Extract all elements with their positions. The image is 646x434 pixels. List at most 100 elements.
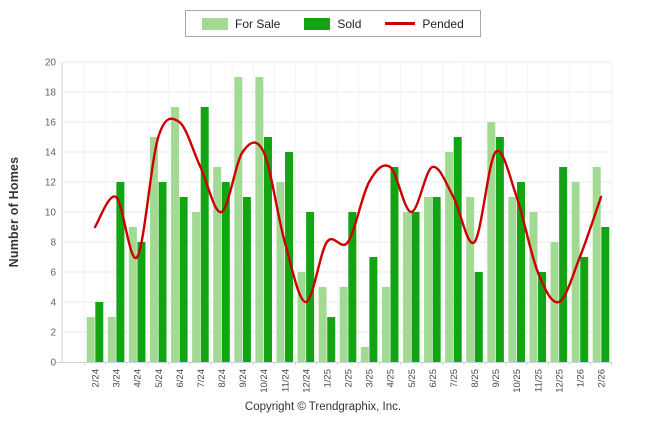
x-tick-1/26: 1/26 bbox=[575, 369, 586, 388]
sold-bar-12/24 bbox=[306, 212, 315, 362]
for-sale-bar-1/26 bbox=[571, 182, 580, 362]
for-sale-bar-12/24 bbox=[297, 272, 306, 362]
for-sale-bar-5/25 bbox=[402, 212, 411, 362]
sold-bar-1/26 bbox=[580, 257, 589, 362]
sold-bar-4/24 bbox=[137, 242, 146, 362]
sold-bar-12/25 bbox=[559, 167, 568, 362]
x-tick-3/25: 3/25 bbox=[365, 369, 376, 388]
sold-bar-5/25 bbox=[411, 212, 420, 362]
sold-swatch-icon bbox=[304, 17, 331, 30]
y-tick-12: 12 bbox=[45, 178, 57, 189]
x-tick-4/25: 4/25 bbox=[386, 369, 397, 388]
legend-item-sold: Sold bbox=[304, 17, 361, 31]
x-tick-5/24: 5/24 bbox=[154, 369, 165, 388]
y-tick-8: 8 bbox=[50, 238, 56, 249]
sold-bar-6/25 bbox=[432, 197, 441, 362]
sold-bar-2/26 bbox=[601, 227, 610, 362]
for-sale-bar-2/25 bbox=[339, 287, 348, 362]
legend-item-for-sale: For Sale bbox=[202, 17, 280, 31]
x-tick-7/25: 7/25 bbox=[449, 369, 460, 388]
sold-bar-1/25 bbox=[327, 317, 336, 362]
sold-bar-9/24 bbox=[242, 197, 251, 362]
y-tick-16: 16 bbox=[45, 118, 57, 129]
for-sale-bar-2/26 bbox=[592, 167, 601, 362]
for-sale-bar-1/25 bbox=[318, 287, 327, 362]
x-tick-8/24: 8/24 bbox=[217, 369, 228, 388]
for-sale-bar-11/25 bbox=[529, 212, 538, 362]
for-sale-bar-10/25 bbox=[508, 197, 517, 362]
sold-bar-7/24 bbox=[200, 107, 209, 362]
y-tick-10: 10 bbox=[45, 208, 57, 219]
y-tick-4: 4 bbox=[50, 298, 56, 309]
for-sale-bar-5/24 bbox=[149, 137, 158, 362]
x-tick-2/26: 2/26 bbox=[597, 369, 608, 388]
for-sale-bar-9/24 bbox=[234, 77, 243, 362]
x-tick-9/24: 9/24 bbox=[238, 369, 249, 388]
for-sale-bar-7/25 bbox=[445, 152, 454, 362]
x-tick-9/25: 9/25 bbox=[491, 369, 502, 388]
for-sale-bar-4/24 bbox=[128, 227, 137, 362]
copyright-text: Copyright © Trendgraphix, Inc. bbox=[244, 401, 402, 413]
y-tick-0: 0 bbox=[50, 358, 56, 369]
for-sale-bar-3/25 bbox=[360, 347, 369, 362]
x-tick-4/24: 4/24 bbox=[133, 369, 144, 388]
for-sale-swatch-icon bbox=[202, 17, 228, 30]
axes bbox=[56, 62, 613, 365]
sold-bar-4/25 bbox=[390, 167, 399, 362]
for-sale-bar-3/24 bbox=[107, 317, 116, 362]
x-tick-1/25: 1/25 bbox=[322, 369, 333, 388]
x-tick-2/25: 2/25 bbox=[344, 369, 355, 388]
x-tick-11/24: 11/24 bbox=[280, 369, 291, 392]
y-tick-14: 14 bbox=[45, 148, 57, 159]
legend-label-for-sale: For Sale bbox=[235, 16, 281, 31]
sold-bar-9/25 bbox=[495, 137, 504, 362]
for-sale-bar-2/24 bbox=[86, 317, 95, 362]
x-tick-6/24: 6/24 bbox=[175, 369, 186, 388]
x-tick-12/24: 12/24 bbox=[301, 369, 312, 393]
for-sale-bar-4/25 bbox=[381, 287, 390, 362]
x-tick-12/25: 12/25 bbox=[554, 369, 565, 393]
sold-bar-2/24 bbox=[95, 302, 104, 362]
for-sale-bar-6/25 bbox=[424, 197, 433, 362]
x-tick-8/25: 8/25 bbox=[470, 369, 481, 388]
sold-bar-5/24 bbox=[158, 182, 167, 362]
x-tick-7/24: 7/24 bbox=[196, 369, 207, 388]
y-tick-2: 2 bbox=[50, 328, 56, 339]
for-sale-bar-6/24 bbox=[171, 107, 180, 362]
x-tick-10/24: 10/24 bbox=[259, 369, 270, 393]
sold-bar-11/25 bbox=[538, 272, 547, 362]
for-sale-bar-11/24 bbox=[276, 182, 285, 362]
sold-bar-7/25 bbox=[453, 137, 462, 362]
chart-legend: For Sale Sold Pended bbox=[185, 10, 481, 37]
x-tick-6/25: 6/25 bbox=[428, 369, 439, 388]
sold-bar-6/24 bbox=[179, 197, 188, 362]
for-sale-bar-7/24 bbox=[192, 212, 201, 362]
x-tick-11/25: 11/25 bbox=[533, 369, 544, 392]
sold-bar-8/25 bbox=[474, 272, 483, 362]
y-axis-tick-labels: 0 2 4 6 8 10 12 14 16 18 20 bbox=[45, 58, 57, 369]
for-sale-bar-10/24 bbox=[255, 77, 264, 362]
y-tick-20: 20 bbox=[45, 58, 57, 69]
legend-label-sold: Sold bbox=[337, 16, 362, 31]
pended-line bbox=[93, 117, 603, 304]
sold-bar-2/25 bbox=[348, 212, 357, 362]
x-axis-tick-labels: 2/24 3/24 4/24 5/24 6/24 7/24 8/24 9/24 10/24 11/… bbox=[91, 369, 608, 393]
for-sale-bar-8/25 bbox=[466, 197, 475, 362]
x-tick-5/25: 5/25 bbox=[407, 369, 418, 388]
for-sale-bar-9/25 bbox=[487, 122, 496, 362]
y-tick-6: 6 bbox=[50, 268, 56, 279]
legend-label-pended: Pended bbox=[422, 16, 464, 31]
y-tick-18: 18 bbox=[45, 88, 57, 99]
sold-bar-10/25 bbox=[516, 182, 525, 362]
sold-bar-10/24 bbox=[263, 137, 272, 362]
for-sale-bar-8/24 bbox=[213, 167, 222, 362]
pended-line-icon bbox=[385, 22, 416, 25]
x-tick-3/24: 3/24 bbox=[112, 369, 123, 388]
legend-item-pended: Pended bbox=[385, 16, 464, 31]
sold-bar-3/25 bbox=[369, 257, 378, 362]
sold-bar-3/24 bbox=[116, 182, 125, 362]
sold-bar-8/24 bbox=[221, 182, 230, 362]
x-tick-10/25: 10/25 bbox=[512, 369, 523, 393]
